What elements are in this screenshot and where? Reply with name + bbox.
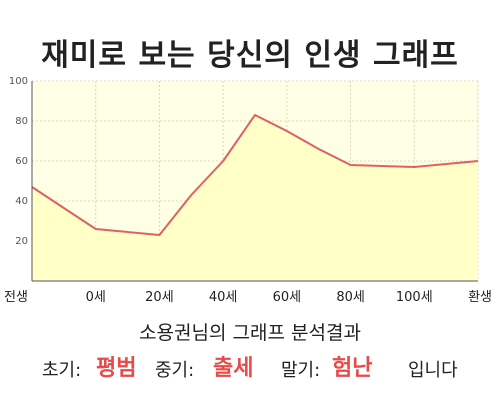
y-tick-label: 40 [15, 196, 28, 207]
life-graph-chart: 20 40 60 80 100 전생 0세 20세 40세 60세 80세 100세 환생 [4, 76, 492, 305]
x-tick-label: 0세 [86, 290, 106, 305]
x-tick-label: 환생 [468, 290, 492, 305]
y-tick-label: 60 [15, 156, 28, 167]
late-label: 말기: [281, 360, 321, 381]
x-tick-label: 100세 [396, 290, 433, 305]
analysis-subtitle: 소용권님의 그래프 분석결과 [139, 322, 361, 344]
x-tick-label: 20세 [145, 290, 174, 305]
y-tick-label: 80 [15, 116, 28, 127]
middle-label: 중기: [155, 360, 195, 381]
x-tick-label: 전생 [4, 290, 28, 305]
x-tick-label: 60세 [273, 290, 302, 305]
x-tick-label: 80세 [336, 290, 365, 305]
middle-value: 출세 [213, 356, 254, 381]
result-suffix: 입니다 [408, 360, 458, 381]
late-value: 험난 [332, 356, 373, 381]
series-area [32, 115, 478, 281]
series-line [31, 114, 479, 236]
analysis-result: 초기: 평범 중기: 출세 말기: 험난 입니다 [0, 344, 500, 384]
early-label: 초기: [42, 360, 82, 381]
x-tick-label: 40세 [209, 290, 238, 305]
y-tick-label: 100 [9, 76, 28, 87]
y-tick-label: 20 [15, 236, 28, 247]
page-title: 재미로 보는 당신의 인생 그래프 [41, 38, 459, 73]
early-value: 평범 [96, 356, 137, 381]
